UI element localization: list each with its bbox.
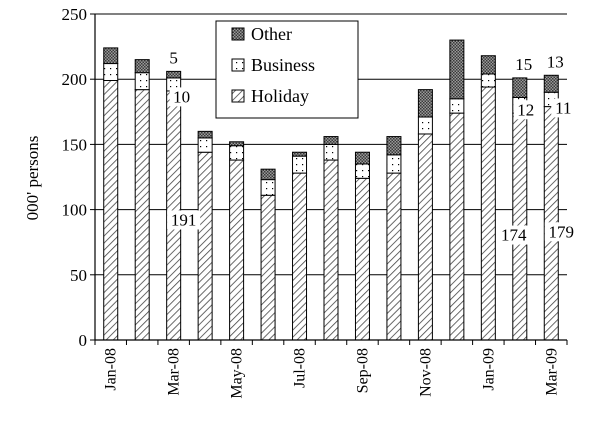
bar-other-jun-08 (260, 168, 276, 181)
data-label: 15 (515, 55, 532, 74)
data-label-bg (511, 54, 536, 74)
bar-business-may-08 (229, 145, 245, 161)
y-tick-label: 50 (70, 266, 87, 285)
data-label-bg (551, 98, 576, 118)
bar-holiday-may-08 (229, 159, 245, 341)
bar-holiday-jun-08 (260, 194, 276, 341)
bar-holiday-sep-08 (354, 177, 370, 341)
data-label-bg (167, 210, 201, 230)
bar-other-jan-09 (480, 55, 496, 75)
x-tick-label: Sep-08 (354, 348, 371, 393)
bar-business-aug-08 (323, 143, 339, 161)
legend-swatch-business (231, 58, 245, 72)
data-label-bg (543, 52, 568, 72)
bar-holiday-apr-08 (197, 151, 213, 341)
bar-other-mar-08 (166, 70, 182, 79)
bar-holiday-nov-08 (417, 133, 433, 341)
y-tick-label: 0 (79, 331, 88, 350)
legend-label-other: Other (251, 24, 292, 44)
bar-business-jan-08 (103, 63, 119, 82)
bar-other-may-08 (229, 141, 245, 147)
bar-business-apr-08 (197, 137, 213, 153)
x-tick-label: Nov-08 (417, 348, 434, 397)
y-tick-label: 250 (62, 5, 88, 24)
bar-other-dec-08 (449, 39, 465, 100)
x-tick-label: Mar-08 (166, 348, 183, 396)
y-axis-label: 000' persons (23, 136, 42, 221)
bar-holiday-feb-08 (134, 89, 150, 341)
y-tick-label: 200 (62, 70, 88, 89)
bar-business-jan-09 (480, 73, 496, 88)
bar-other-jan-08 (103, 47, 119, 65)
bar-holiday-aug-08 (323, 159, 339, 341)
data-label-bg (544, 222, 578, 242)
bar-stacks (103, 39, 559, 341)
data-label: 191 (171, 210, 197, 229)
bar-holiday-jan-08 (103, 80, 119, 341)
bar-other-feb-09 (512, 77, 528, 98)
legend-label-business: Business (251, 55, 315, 75)
bar-other-apr-08 (197, 130, 213, 139)
legend-swatch-holiday (231, 89, 245, 103)
x-tick-label: Jan-09 (480, 348, 497, 391)
bar-other-nov-08 (417, 89, 433, 118)
data-label: 10 (173, 87, 190, 106)
x-tick-labels: Jan-08 Mar-08 May-08 Jul-08 Sep-08 Nov-08 Jan-… (103, 348, 561, 399)
data-label: 13 (547, 52, 564, 71)
bar-holiday-dec-08 (449, 112, 465, 341)
legend: Other Business Holiday (215, 20, 359, 119)
data-label: 12 (517, 100, 534, 119)
bar-business-jun-08 (260, 179, 276, 196)
bar-business-feb-08 (134, 72, 150, 91)
bar-business-oct-08 (386, 154, 402, 174)
x-tick-label: Jan-08 (103, 348, 120, 391)
data-label-bg (513, 100, 538, 120)
data-label-bg (166, 48, 182, 68)
bar-other-sep-08 (354, 151, 370, 165)
bar-holiday-jan-09 (480, 86, 496, 341)
data-label-bg (169, 87, 194, 107)
data-label: 5 (169, 48, 178, 67)
bar-other-feb-08 (134, 59, 150, 74)
bar-business-dec-08 (449, 98, 465, 114)
bar-other-oct-08 (386, 136, 402, 156)
y-tick-label: 100 (62, 201, 88, 220)
data-label: 179 (549, 222, 575, 241)
axes (90, 13, 568, 345)
bar-business-jul-08 (292, 155, 308, 174)
data-labels: 5 10 191 15 12 174 13 11 179 (166, 48, 578, 245)
y-tick-label: 150 (62, 135, 88, 154)
data-label: 11 (555, 98, 571, 117)
bar-other-jul-08 (292, 151, 308, 157)
legend-label-holiday: Holiday (251, 86, 309, 106)
x-tick-label: Mar-09 (543, 348, 560, 396)
bar-holiday-oct-08 (386, 172, 402, 341)
bar-other-mar-09 (543, 74, 559, 93)
y-tick-labels: 0 50 100 150 200 250 (62, 5, 88, 350)
bar-holiday-jul-08 (292, 172, 308, 341)
bar-business-nov-08 (417, 116, 433, 135)
x-tick-label: Jul-08 (292, 348, 309, 388)
x-tick-label: May-08 (229, 348, 246, 399)
legend-swatch-other (231, 27, 245, 41)
bar-other-aug-08 (323, 136, 339, 145)
data-label: 174 (501, 226, 527, 245)
data-label-bg (497, 225, 531, 245)
bar-business-sep-08 (354, 163, 370, 179)
